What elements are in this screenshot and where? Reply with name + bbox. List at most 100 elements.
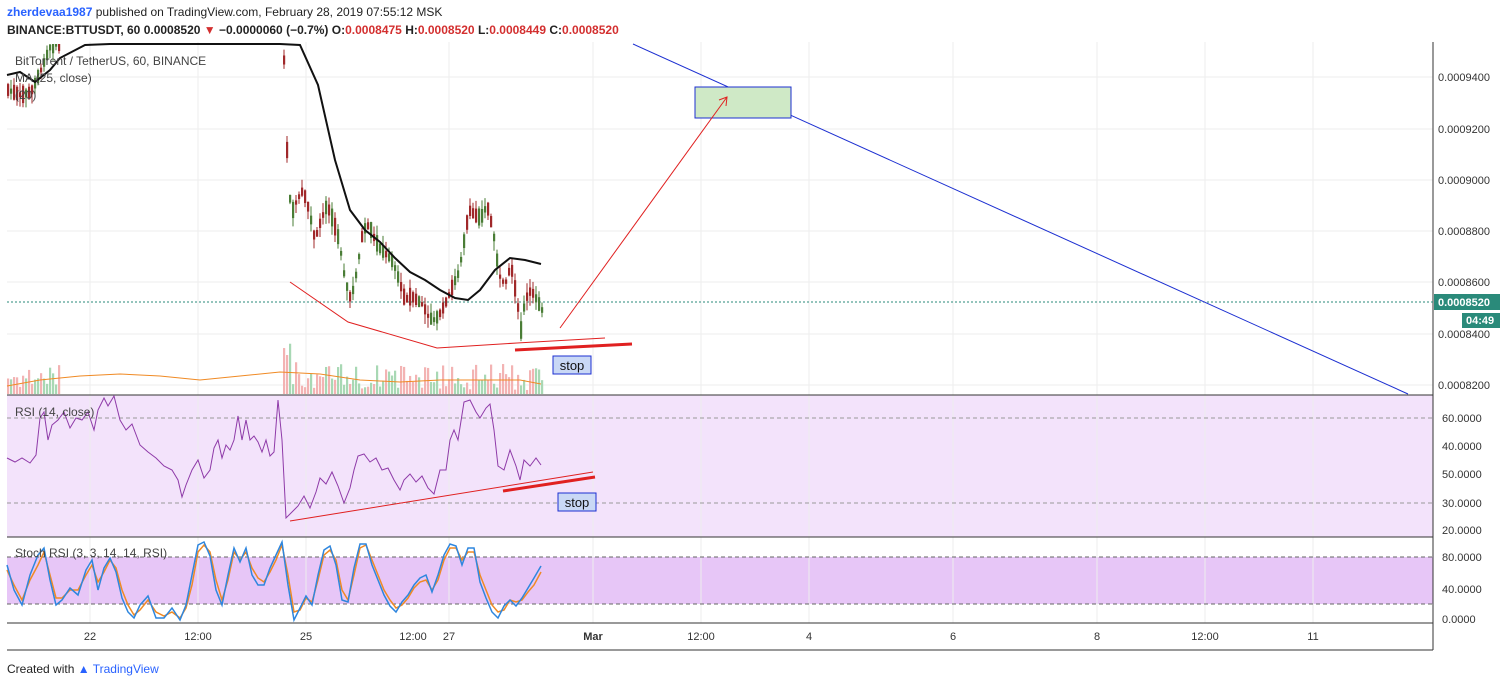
volume-bar: [436, 371, 439, 394]
volume-bar: [439, 388, 442, 394]
tradingview-link[interactable]: TradingView: [92, 662, 159, 676]
candle-body: [436, 311, 439, 324]
published-text: published on TradingView.com, February 2…: [95, 5, 443, 19]
volume-bar: [367, 386, 370, 394]
time-tick: 12:00: [184, 631, 212, 643]
arrow-head-icon: [718, 96, 728, 107]
volume-bar: [31, 383, 34, 394]
candle-body: [538, 297, 541, 311]
volume-bar: [340, 364, 343, 394]
price-tick: 0.0008800: [1438, 226, 1490, 238]
candle-body: [442, 302, 445, 314]
candle-body: [454, 276, 457, 286]
volume-bar: [397, 387, 400, 394]
volume-bar: [298, 374, 301, 394]
volume-bar: [13, 377, 16, 394]
candle-body: [514, 280, 517, 297]
author-link[interactable]: zherdevaa1987: [7, 5, 93, 19]
candle-body: [286, 141, 289, 159]
stop-label-1: stop: [560, 358, 585, 373]
candle-body: [367, 222, 370, 230]
volume-bar: [415, 374, 418, 394]
candle-body: [535, 294, 538, 303]
candle-body: [457, 270, 460, 278]
candle-body: [424, 304, 427, 315]
volume-bar: [22, 375, 25, 394]
price-axis[interactable]: 0.0009400 0.0009200 0.0009000 0.0008800 …: [1438, 72, 1490, 392]
stop-label-box-1: [552, 355, 592, 375]
volume-bar: [289, 343, 292, 394]
down-arrow-icon: ▼: [203, 23, 216, 37]
low-value: 0.0008449: [489, 23, 546, 37]
projection-arrow: [559, 96, 728, 329]
candle-body: [493, 233, 496, 242]
candle-body: [337, 229, 340, 245]
volume-legend: (20): [15, 88, 36, 102]
candle-body: [505, 279, 508, 284]
volume-bar: [496, 387, 499, 394]
candle-body: [526, 292, 529, 301]
candle-body: [355, 271, 358, 279]
footer: Created with ▲ TradingView: [7, 662, 159, 676]
rsi-axis[interactable]: 60.0000 50.0000 20.0000 30.0000 40.0000: [1442, 413, 1482, 537]
volume-bar: [412, 381, 415, 394]
tradingview-logo-icon: ▲: [77, 662, 90, 676]
candle-body: [49, 44, 52, 51]
candle-body: [31, 85, 34, 95]
ma-line: [6, 43, 542, 302]
volume-bar: [49, 367, 52, 394]
close-label: C:: [549, 23, 563, 37]
time-axis[interactable]: 22 12:00 25 12:00 27 Mar 12:00 4 6 8 12:…: [84, 631, 1319, 643]
candle-body: [52, 44, 55, 54]
rsi-legend: RSI (14, close): [15, 405, 94, 419]
candle-body: [412, 292, 415, 303]
stop-line-main: [514, 342, 633, 352]
rsi-pane[interactable]: [7, 395, 1433, 537]
volume-bar: [406, 380, 409, 394]
candle-body: [370, 222, 373, 238]
stop-label-box-2: [557, 492, 597, 512]
time-tick: 22: [84, 631, 96, 643]
rsi-tick: 20.0000: [1442, 525, 1482, 537]
volume-bar: [523, 379, 526, 394]
stoch-k-line: [6, 539, 542, 623]
volume-bar: [448, 379, 451, 394]
volume-bar: [457, 378, 460, 394]
volume-bar: [481, 380, 484, 394]
volume-bar: [346, 376, 349, 394]
candle-body: [460, 256, 463, 263]
candlesticks: [7, 44, 544, 342]
open-value: 0.0008475: [345, 23, 402, 37]
candle-body: [46, 49, 49, 61]
rsi-line: [6, 394, 542, 520]
stoch-axis[interactable]: 80.0000 40.0000 0.0000: [1442, 552, 1482, 626]
candle-body: [19, 92, 22, 97]
volume-bar: [52, 373, 55, 394]
candle-body: [541, 307, 544, 313]
candle-body: [499, 274, 502, 279]
volume-bar: [472, 369, 475, 394]
stop-line-rsi: [502, 475, 596, 493]
volume-bar: [403, 366, 406, 394]
candle-body: [340, 250, 343, 256]
candle-body: [490, 216, 493, 228]
candle-body: [37, 70, 40, 84]
support-trendline: [289, 281, 606, 349]
high-label: H:: [405, 23, 418, 37]
volume-bar: [505, 374, 508, 394]
main-legend: BitTorrent / TetherUS, 60, BINANCE: [15, 54, 206, 68]
close-value: 0.0008520: [562, 23, 619, 37]
volume-bar: [502, 364, 505, 394]
candle-body: [310, 215, 313, 225]
candle-body: [28, 86, 31, 99]
candle-body: [301, 187, 304, 196]
candle-body: [352, 285, 355, 295]
candle-body: [40, 67, 43, 73]
candle-body: [484, 206, 487, 213]
candle-body: [358, 254, 361, 260]
volume-bar: [43, 378, 46, 394]
volume-bar: [325, 366, 328, 394]
volume-bar: [514, 389, 517, 394]
volume-bar: [25, 378, 28, 394]
